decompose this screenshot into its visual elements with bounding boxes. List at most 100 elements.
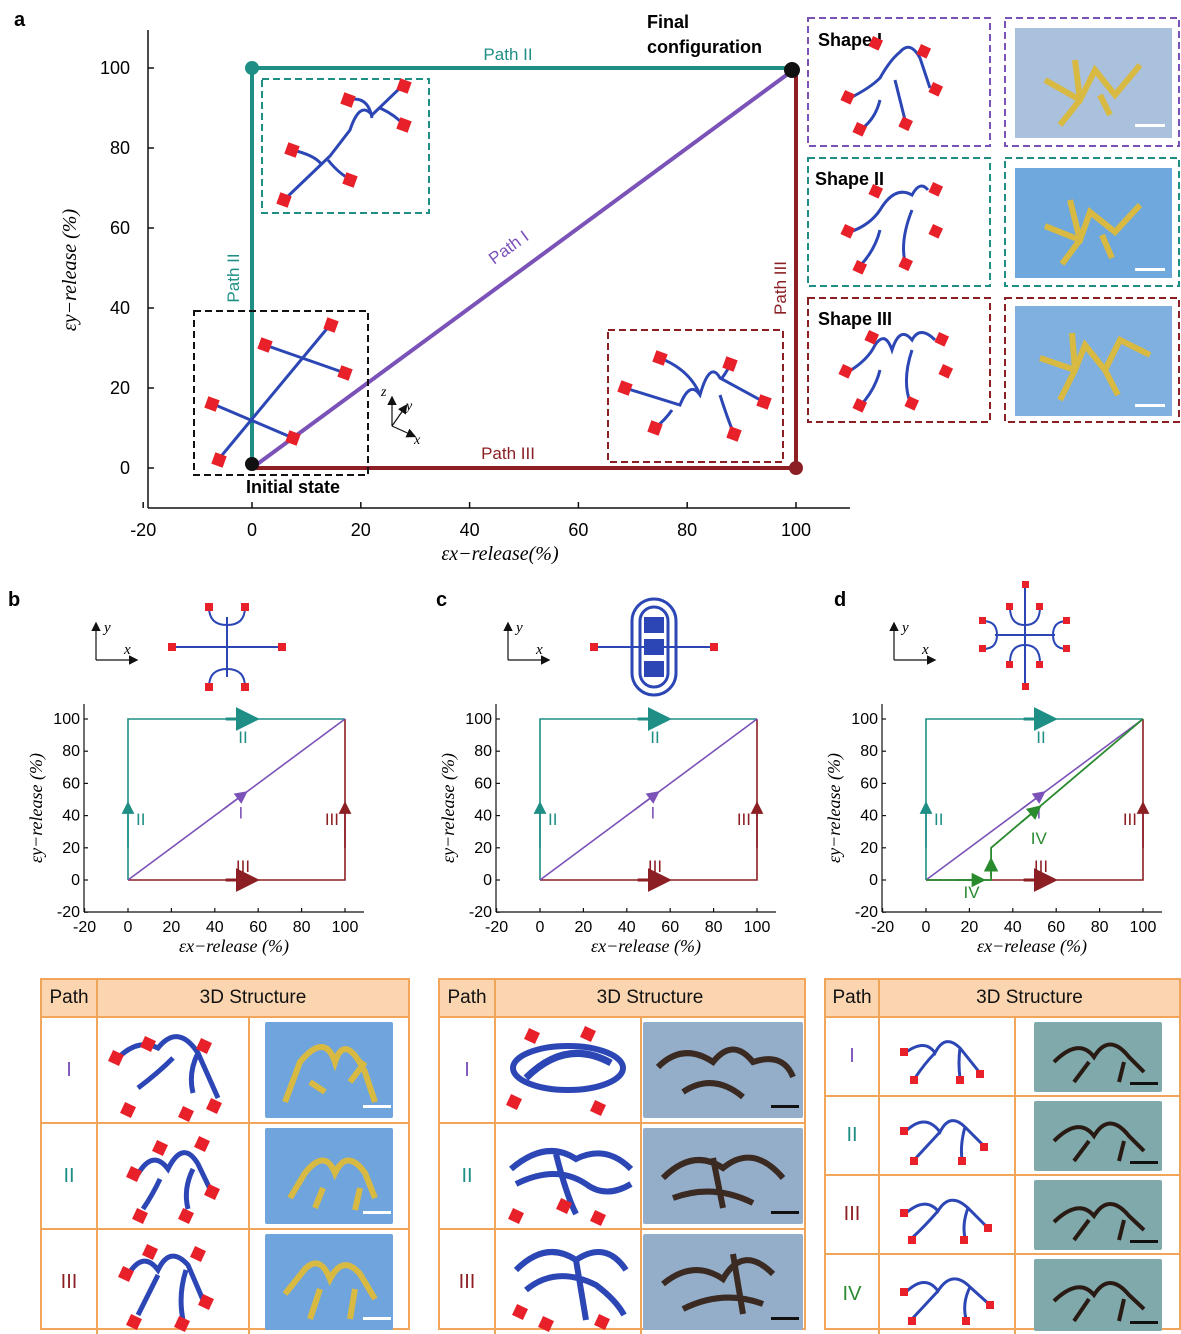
label-ii-left: II — [934, 810, 943, 829]
y-tick-label: 100 — [851, 711, 878, 728]
axis-y-label: y — [102, 620, 111, 636]
shape-sim-pads — [838, 36, 954, 413]
y-tick-label: 60 — [474, 775, 492, 792]
table-row: II — [42, 1124, 408, 1230]
table-b-row-label: III — [42, 1230, 98, 1334]
y-tick-label: 80 — [474, 743, 492, 760]
panel-label: b — [8, 589, 20, 611]
path-i-arrow — [223, 791, 248, 810]
2d-precursor-schematic — [590, 597, 718, 697]
x-tick-label: 100 — [781, 520, 811, 540]
y-tick-label: 80 — [62, 743, 80, 760]
label-iii-right: III — [737, 810, 751, 829]
2d-precursor-schematic — [979, 581, 1070, 690]
table-b-photo — [250, 1018, 408, 1122]
table-d-photo — [1016, 1018, 1179, 1095]
x-tick-label: 0 — [922, 919, 931, 936]
sim-3d-structure — [900, 1277, 994, 1325]
sim-3d-structure — [126, 1136, 220, 1224]
photo-structure — [660, 1154, 799, 1214]
table-b-sim — [98, 1124, 250, 1228]
label-iii-bottom: III — [1034, 857, 1048, 876]
path-iii-line — [540, 719, 758, 881]
panel-b: b yx -20 0 20 40 60 80 100 -20 0 20 40 60 80 100 εx−rele… — [8, 589, 364, 957]
photo-structure — [655, 1046, 799, 1108]
y-tick-label: 60 — [62, 775, 80, 792]
y-tick-label: 60 — [860, 775, 878, 792]
x-tick-label: 80 — [293, 919, 311, 936]
table-c-col-path: Path — [440, 980, 496, 1016]
y-tick-label: 40 — [62, 808, 80, 825]
x-tick-label: 60 — [568, 520, 588, 540]
path-iii-line — [128, 719, 346, 881]
sim-3d-structure — [900, 1198, 992, 1244]
x-tick-label: 100 — [1130, 919, 1157, 936]
path-ii-inset-structure — [276, 78, 412, 208]
x-tick-label: 80 — [677, 520, 697, 540]
triad-x: x — [413, 433, 421, 448]
x-tick-label: 40 — [1004, 919, 1022, 936]
x-tick-label: -20 — [871, 919, 894, 936]
label-ii-top: II — [650, 728, 659, 747]
table-row: I — [42, 1018, 408, 1124]
table-b-photo — [250, 1124, 408, 1228]
x-tick-label: 40 — [460, 520, 480, 540]
y-tick-label: -20 — [469, 904, 492, 921]
x-tick-label: -20 — [485, 919, 508, 936]
x-axis-title: εx−release (%) — [977, 936, 1087, 957]
table-c-row-label: I — [440, 1018, 496, 1122]
photo-structure — [1052, 1121, 1158, 1164]
x-tick-label: 20 — [575, 919, 593, 936]
table-c-col-structure: 3D Structure — [596, 987, 704, 1008]
path-iv-arrow-3 — [1020, 805, 1042, 823]
y-axis-title: εy−release (%) — [438, 753, 459, 863]
initial-state-label: Initial state — [246, 477, 340, 497]
label-ii-left: II — [548, 810, 557, 829]
sim-3d-structure — [506, 1026, 626, 1116]
path-ii-side-label: Path II — [224, 253, 243, 302]
y-tick-label: 80 — [110, 138, 130, 158]
x-tick-label: 80 — [1091, 919, 1109, 936]
table-b-row-label: II — [42, 1124, 98, 1228]
x-tick-label: 0 — [124, 919, 133, 936]
label-i: I — [650, 803, 655, 822]
table-d-row-label: IV — [826, 1255, 880, 1334]
y-axis-title: εy−release (%) — [26, 753, 47, 863]
y-tick-label: 100 — [100, 58, 130, 78]
axis-x-label: x — [535, 642, 543, 658]
panel-c: c yx -20 0 20 40 60 80 100 -20 0 20 40 60 80 100 εx−rele… — [436, 589, 776, 957]
y-tick-label: 0 — [869, 872, 878, 889]
table-d-col-structure: 3D Structure — [976, 987, 1083, 1008]
panel-a-label: a — [14, 9, 26, 31]
axis-x-label: x — [921, 642, 929, 658]
shape-i-label: Shape I — [818, 30, 882, 50]
y-tick-label: 20 — [110, 378, 130, 398]
y-tick-label: 0 — [483, 872, 492, 889]
x-axis-title: εx−release (%) — [179, 936, 289, 957]
x-tick-label: 100 — [744, 919, 771, 936]
label-iii-right: III — [1123, 810, 1137, 829]
sim-3d-structure — [108, 1034, 222, 1122]
path-iii-inset-structure — [617, 350, 772, 442]
table-c: Path 3D Structure I II III — [438, 978, 806, 1334]
y-tick-label: 40 — [474, 808, 492, 825]
y-tick-label: 20 — [62, 840, 80, 857]
table-d-photo — [1016, 1097, 1179, 1174]
label-ii-top: II — [238, 728, 247, 747]
x-tick-label: 20 — [163, 919, 181, 936]
label-iv-low: IV — [964, 883, 981, 902]
table-b-col-structure: 3D Structure — [199, 987, 307, 1008]
x-tick-label: 0 — [247, 520, 257, 540]
y-tick-label: 20 — [474, 840, 492, 857]
sim-3d-structure — [900, 1119, 988, 1165]
axis-triad — [387, 395, 417, 438]
sim-3d-structure — [900, 1040, 984, 1084]
axis-y-label: y — [900, 620, 909, 636]
x-tick-label: 80 — [705, 919, 723, 936]
table-d-sim — [880, 1097, 1016, 1174]
triad-y: y — [404, 399, 413, 414]
shape-photos — [1015, 28, 1172, 416]
photo-structure — [1052, 1042, 1158, 1085]
panel-label: d — [834, 589, 846, 611]
